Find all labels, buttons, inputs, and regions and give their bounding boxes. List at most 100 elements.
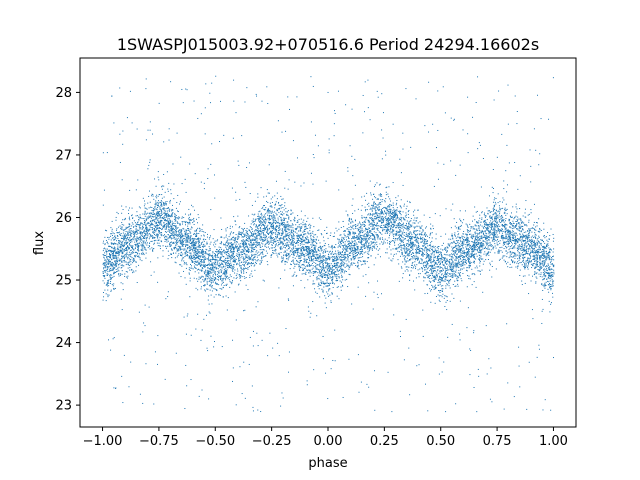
data-point <box>269 210 271 211</box>
data-point <box>320 250 322 252</box>
data-point <box>200 255 202 257</box>
data-point <box>445 287 447 289</box>
data-point <box>118 252 120 254</box>
data-point <box>158 194 160 196</box>
data-point <box>233 259 235 261</box>
data-point <box>111 265 113 267</box>
data-point <box>428 255 430 257</box>
data-point <box>527 236 529 238</box>
data-point <box>468 241 470 243</box>
data-point <box>384 216 386 218</box>
data-point <box>514 232 516 234</box>
data-point <box>265 207 267 209</box>
data-point <box>407 254 409 256</box>
data-point <box>496 216 498 218</box>
data-point <box>484 251 486 253</box>
data-point <box>311 238 313 240</box>
data-point <box>157 235 159 237</box>
data-point <box>228 239 230 241</box>
data-point <box>137 224 139 226</box>
data-point <box>262 240 264 242</box>
data-point <box>349 231 351 233</box>
data-point <box>272 217 274 219</box>
data-point <box>490 244 492 246</box>
data-point <box>149 224 151 226</box>
data-point <box>188 235 190 237</box>
data-point <box>489 234 491 236</box>
data-point <box>264 216 266 218</box>
data-point <box>166 241 168 243</box>
data-point <box>489 243 491 245</box>
data-point <box>198 247 200 249</box>
data-point <box>491 216 493 218</box>
data-point <box>125 271 127 273</box>
data-point <box>214 256 216 258</box>
data-point <box>486 248 488 250</box>
data-point <box>314 251 316 253</box>
data-point <box>459 237 461 239</box>
data-point <box>142 252 144 254</box>
data-point <box>192 244 194 246</box>
data-point <box>278 204 280 206</box>
data-point <box>350 245 352 247</box>
data-point <box>503 212 505 214</box>
data-point <box>525 260 527 262</box>
data-point <box>387 209 389 211</box>
data-point <box>494 218 496 220</box>
data-point <box>305 242 307 244</box>
data-point <box>234 247 236 249</box>
data-point <box>156 197 158 199</box>
data-point <box>446 273 448 275</box>
data-point <box>392 219 394 221</box>
data-point <box>471 254 473 256</box>
data-point <box>536 255 538 257</box>
data-point <box>117 255 119 257</box>
data-point <box>467 231 469 233</box>
data-point <box>470 256 472 258</box>
data-point <box>198 263 200 265</box>
data-point <box>484 240 486 242</box>
data-point <box>200 269 202 271</box>
data-point <box>407 233 409 235</box>
data-point <box>142 227 144 229</box>
data-point <box>115 260 117 261</box>
data-point <box>193 245 195 247</box>
data-point <box>455 247 457 249</box>
data-point <box>281 258 283 260</box>
data-point <box>105 250 107 252</box>
data-point <box>132 260 134 262</box>
data-point <box>288 246 290 248</box>
data-point <box>232 246 234 248</box>
data-point <box>457 234 459 236</box>
data-point <box>157 245 159 247</box>
data-point <box>274 207 276 209</box>
data-point <box>542 279 544 281</box>
data-point <box>545 259 547 261</box>
data-point <box>551 274 553 276</box>
data-point <box>534 251 536 253</box>
data-point <box>256 240 258 242</box>
data-point <box>313 248 315 250</box>
data-point <box>274 244 276 246</box>
data-point <box>155 234 157 236</box>
data-point <box>296 259 298 261</box>
data-point <box>386 252 388 254</box>
data-point <box>123 258 125 260</box>
data-point <box>505 223 507 225</box>
data-point <box>153 209 155 211</box>
data-point <box>148 229 150 231</box>
data-point <box>153 210 155 212</box>
data-point <box>333 260 335 262</box>
data-point <box>446 283 448 285</box>
data-point <box>467 258 469 260</box>
data-point <box>159 214 161 216</box>
data-point <box>331 245 333 247</box>
data-point <box>478 270 480 272</box>
data-point <box>248 237 250 239</box>
data-point <box>210 267 212 269</box>
data-point <box>123 249 125 251</box>
data-point <box>244 233 246 235</box>
data-point <box>461 240 463 242</box>
data-point <box>320 284 322 286</box>
data-point <box>464 238 466 240</box>
